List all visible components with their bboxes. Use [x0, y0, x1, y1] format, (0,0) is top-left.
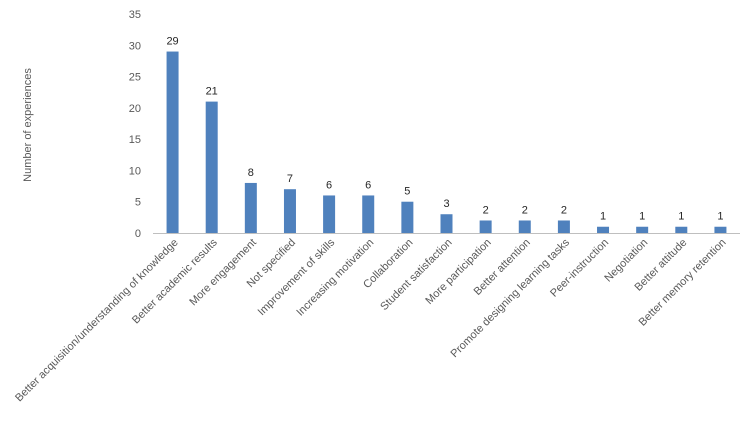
data-label: 29 — [166, 36, 178, 48]
y-tick-label: 5 — [135, 197, 141, 209]
bar — [166, 51, 179, 233]
data-label: 21 — [206, 86, 218, 98]
bar — [675, 226, 688, 233]
bar — [714, 226, 727, 233]
data-label: 1 — [678, 211, 684, 223]
bar — [205, 101, 218, 233]
y-tick-label: 25 — [129, 72, 141, 84]
x-axis-labels: Better acquisition/understanding of know… — [13, 236, 728, 404]
data-label: 1 — [717, 211, 723, 223]
data-label: 6 — [365, 179, 371, 191]
bar — [636, 226, 649, 233]
data-label: 2 — [522, 204, 528, 216]
bar — [244, 182, 257, 233]
y-tick-label: 0 — [135, 228, 141, 240]
bar — [283, 189, 296, 233]
y-tick-label: 10 — [129, 165, 141, 177]
bar — [597, 226, 610, 233]
bar — [401, 201, 414, 233]
data-label: 6 — [326, 179, 332, 191]
bar — [440, 214, 453, 233]
bar — [362, 195, 375, 233]
data-label: 2 — [561, 204, 567, 216]
data-label: 1 — [639, 211, 645, 223]
x-tick-label: More participation — [423, 237, 493, 307]
data-label: 7 — [287, 173, 293, 185]
data-label: 5 — [404, 186, 410, 198]
x-tick-label: Improvement of skills — [256, 236, 338, 318]
y-axis: 0 5 10 15 20 25 30 35 — [129, 9, 141, 240]
bar — [479, 220, 492, 233]
data-label: 3 — [443, 198, 449, 210]
y-axis-title: Number of experiences — [22, 68, 34, 182]
bar — [557, 220, 570, 233]
y-tick-label: 35 — [129, 9, 141, 21]
bars — [166, 51, 727, 233]
y-tick-label: 30 — [129, 40, 141, 52]
x-tick-label: Increasing motivation — [294, 237, 376, 319]
y-tick-label: 15 — [129, 134, 141, 146]
x-tick-label: Student satisfaction — [378, 237, 454, 313]
bar — [518, 220, 531, 233]
x-tick-label: Better acquisition/understanding of know… — [13, 237, 181, 405]
y-tick-label: 20 — [129, 103, 141, 115]
data-label: 8 — [248, 167, 254, 179]
x-tick-label: More engagement — [187, 237, 259, 309]
data-label: 2 — [483, 204, 489, 216]
data-label: 1 — [600, 211, 606, 223]
bar — [323, 195, 336, 233]
